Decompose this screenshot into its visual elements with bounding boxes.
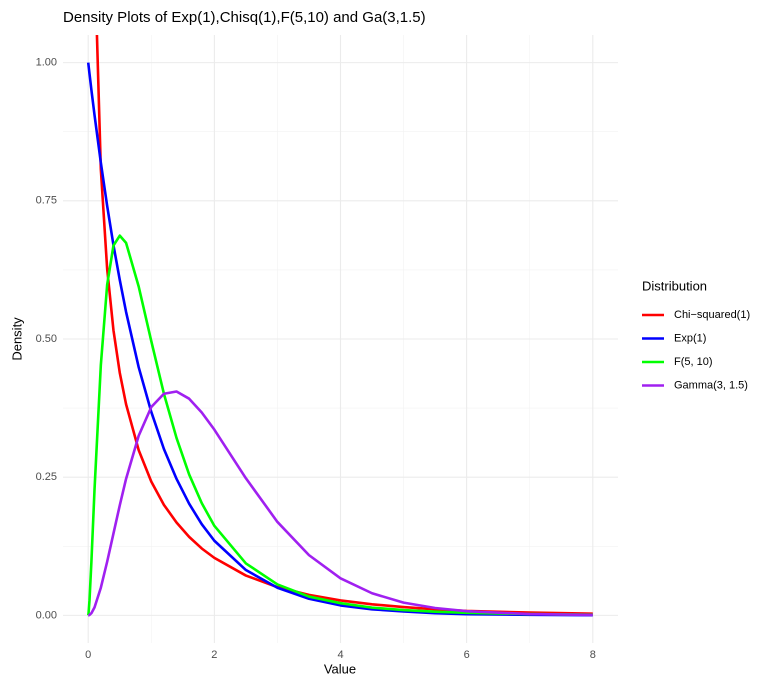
legend: Distribution Chi−squared(1) Exp(1) F(5, 10)… <box>642 278 750 391</box>
legend-label: F(5, 10) <box>674 356 713 368</box>
y-tick-label: 0.75 <box>36 195 57 207</box>
y-axis-title: Density <box>9 317 24 361</box>
density-line <box>86 234 593 616</box>
y-tick-label: 1.00 <box>36 57 57 69</box>
chart-title: Density Plots of Exp(1),Chisq(1),F(5,10)… <box>63 9 426 26</box>
y-tick-label: 0.00 <box>36 609 57 621</box>
density-line <box>87 390 593 617</box>
x-tick-label: 8 <box>590 649 596 661</box>
x-tick-label: 4 <box>337 649 343 661</box>
x-tick-label: 6 <box>464 649 470 661</box>
legend-label: Chi−squared(1) <box>674 309 750 321</box>
plot-panel <box>86 35 593 617</box>
y-tick-label: 0.25 <box>36 471 57 483</box>
x-axis-title: Value <box>324 661 356 676</box>
legend-label: Exp(1) <box>674 332 706 344</box>
density-line <box>86 62 593 617</box>
legend-title: Distribution <box>642 278 707 293</box>
y-tick-label: 0.50 <box>36 333 57 345</box>
x-tick-label: 2 <box>211 649 217 661</box>
density-line <box>95 35 593 616</box>
legend-label: Gamma(3, 1.5) <box>674 379 748 391</box>
x-tick-label: 0 <box>85 649 91 661</box>
